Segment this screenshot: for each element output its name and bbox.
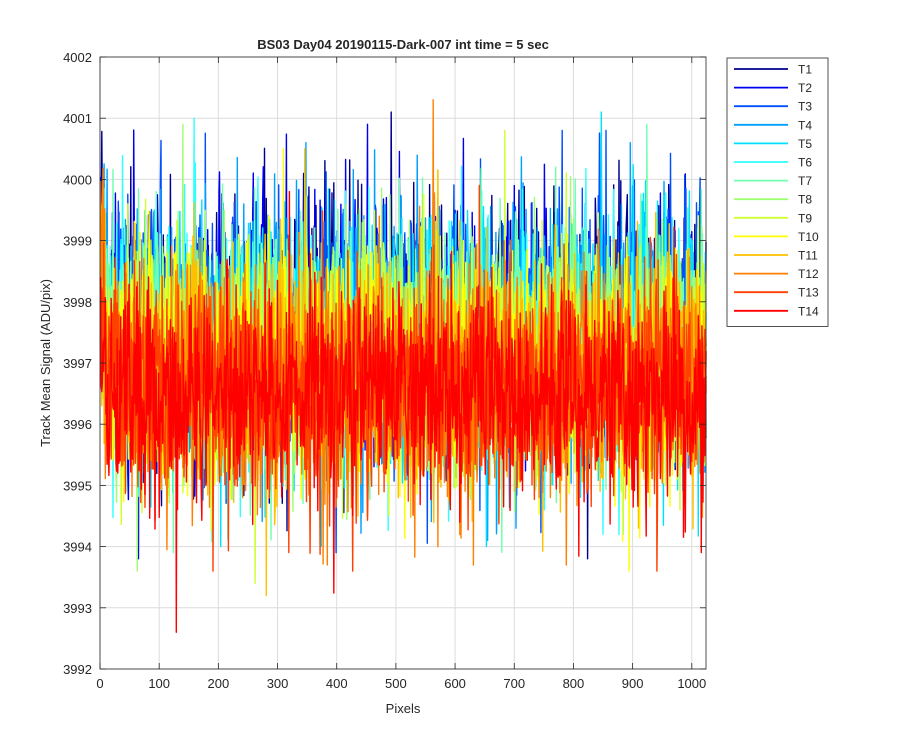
- legend-label-t7: T7: [798, 174, 812, 188]
- x-tick-label: 600: [444, 676, 466, 691]
- legend-label-t13: T13: [798, 286, 819, 300]
- series-line-t13: [99, 184, 707, 572]
- x-tick-label: 800: [563, 676, 585, 691]
- x-tick-label: 700: [503, 676, 525, 691]
- x-tick-label: 0: [96, 676, 103, 691]
- y-tick-label: 3997: [63, 356, 92, 371]
- legend-label-t1: T1: [798, 63, 812, 77]
- y-tick-label: 3996: [63, 417, 92, 432]
- chart-title: BS03 Day04 20190115-Dark-007 int time = …: [257, 37, 549, 52]
- x-tick-label: 900: [622, 676, 644, 691]
- legend-label-t2: T2: [798, 81, 812, 95]
- x-tick-label: 400: [326, 676, 348, 691]
- y-tick-label: 4001: [63, 111, 92, 126]
- x-tick-label: 200: [208, 676, 230, 691]
- series-layer: [99, 99, 707, 633]
- y-tick-label: 3993: [63, 601, 92, 616]
- ticks: 0 100 200 300 400 500 600 700 800 900 1000 3992 3993…: [63, 50, 706, 691]
- x-tick-label: 500: [385, 676, 407, 691]
- y-tick-label: 4000: [63, 172, 92, 187]
- x-tick-label: 300: [267, 676, 289, 691]
- y-tick-label: 3992: [63, 662, 92, 677]
- series-line-t14: [99, 190, 707, 633]
- y-axis-label: Track Mean Signal (ADU/pix): [38, 279, 53, 447]
- y-tick-label: 3999: [63, 234, 92, 249]
- x-axis-label: Pixels: [386, 701, 421, 716]
- x-tick-label: 100: [148, 676, 170, 691]
- legend-label-t14: T14: [798, 304, 819, 318]
- y-tick-label: 3998: [63, 295, 92, 310]
- y-tick-label: 3995: [63, 478, 92, 493]
- legend-label-t11: T11: [798, 249, 818, 263]
- legend-label-t10: T10: [798, 230, 819, 244]
- legend-label-t6: T6: [798, 156, 812, 170]
- y-tick-label: 3994: [63, 540, 92, 555]
- legend: T1 T2 T3 T4 T5 T6 T7 T8 T9 T10 T11 T12 T13 T14: [726, 57, 829, 327]
- legend-label-t4: T4: [798, 118, 812, 132]
- y-tick-label: 4002: [63, 50, 92, 65]
- legend-label-t5: T5: [798, 137, 812, 151]
- legend-label-t12: T12: [798, 267, 819, 281]
- legend-label-t3: T3: [798, 100, 812, 114]
- legend-label-t9: T9: [798, 211, 812, 225]
- legend-label-t8: T8: [798, 193, 812, 207]
- x-tick-label: 1000: [677, 676, 706, 691]
- legend-box: [726, 57, 829, 327]
